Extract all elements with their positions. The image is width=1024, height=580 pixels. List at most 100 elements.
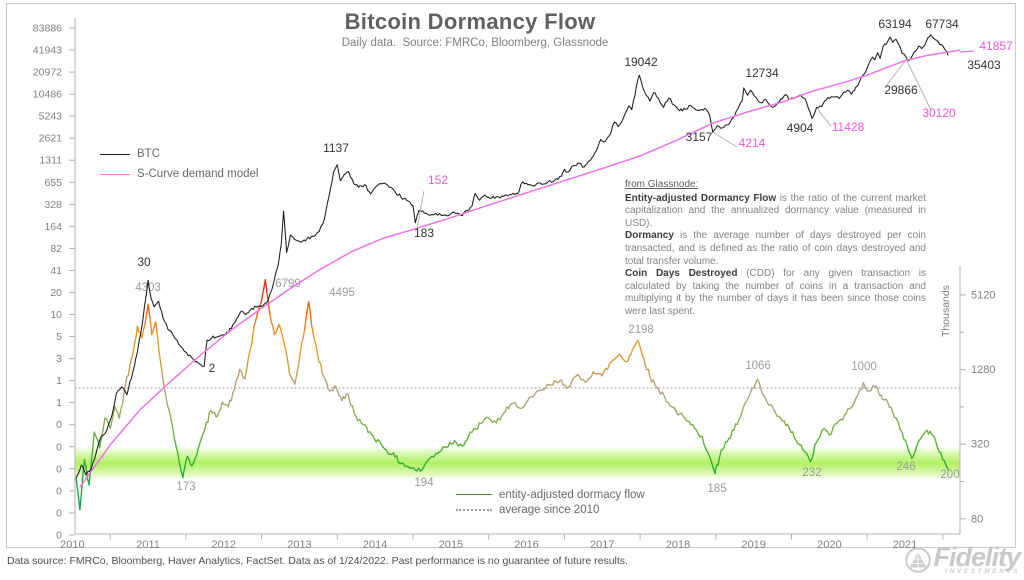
x-tick-label: 2011 [136, 539, 160, 551]
annotation-flow-246: 246 [896, 461, 915, 473]
annotation-btc-2: 2 [209, 361, 216, 375]
x-tick-label: 2019 [741, 539, 765, 551]
y-left-tick-label: 3 [56, 353, 62, 365]
annotation-flow-4495: 4495 [329, 287, 355, 299]
annotation-flow-4303: 4303 [135, 282, 161, 294]
series-layer [75, 34, 960, 511]
definition-text: is the ratio of the current market capit… [625, 192, 927, 229]
fidelity-investments-label: INVESTMENTS [945, 568, 1020, 575]
annotation-flow-232: 232 [802, 467, 821, 479]
flow-annotations: 4303 6799 4495 2198 1066 1000 173 194 185 232 246 2… [135, 278, 959, 495]
y-right-tick-label: 1280 [971, 364, 995, 376]
definition-dormancy: Dormancy is the average number of days d… [625, 230, 926, 268]
definition-text: (CDD) for any given transaction is calcu… [625, 268, 926, 317]
annotation-model-11428: 11428 [832, 120, 865, 134]
y-right-axis-title: Thousands [940, 285, 952, 337]
y-right-tick-label: 5120 [971, 290, 995, 302]
legend-item-scurve: S-Curve demand model [100, 164, 258, 184]
y-left-tick-label: 1 [56, 375, 62, 387]
annotation-model-152: 152 [428, 173, 448, 187]
y-left-tick-label: 1 [56, 397, 62, 409]
x-tick-label: 2021 [893, 539, 917, 551]
y-left-tick-label: 10486 [33, 89, 62, 101]
fidelity-pyramid-icon [905, 547, 932, 573]
chart-frame [6, 3, 1016, 548]
x-tick-label: 2010 [60, 539, 84, 551]
x-tick-label: 2014 [363, 539, 387, 551]
y-left-tick-label: 655 [44, 177, 62, 189]
model-end-dash [959, 50, 975, 53]
y-left-tick-label: 164 [44, 221, 62, 233]
y-left-tick-label: 5243 [39, 111, 63, 123]
annotation-btc-12734: 12734 [745, 66, 779, 80]
legend-price: BTC S-Curve demand model [100, 144, 258, 184]
legend-item-dormancy-flow: entity-adjusted dormacy flow [456, 487, 645, 502]
annotation-btc-67734: 67734 [925, 17, 959, 31]
term-dormancy: Dormancy [625, 230, 674, 242]
footer-disclaimer: Data source: FMRCo, Bloomberg, Haver Ana… [7, 555, 628, 567]
annotation-btc-29866: 29866 [884, 83, 918, 97]
term-cdd: Coin Days Destroyed [625, 268, 738, 280]
dormancy-flow-line [75, 279, 949, 511]
legend-label-dormancy-flow: entity-adjusted dormacy flow [499, 488, 645, 501]
y-left-tick-label: 328 [44, 199, 62, 211]
legend-item-average: average since 2010 [456, 502, 645, 517]
dormancy-flow-swatch [456, 494, 492, 495]
x-tick-label: 2016 [514, 539, 538, 551]
annotation-btc-30: 30 [137, 255, 151, 269]
annotation-btc-63194: 63194 [878, 17, 912, 31]
y-left-tick-label: 0 [56, 419, 62, 431]
btc-annotations: 30 2 1137 183 19042 3157 12734 4904 29866 35403 63… [137, 17, 1001, 375]
annotation-connectors [416, 60, 932, 230]
y-right-tick-label: 320 [971, 439, 989, 451]
average-line-swatch [456, 508, 492, 511]
glassnode-definitions-box: from Glassnode: Entity-adjusted Dormancy… [625, 179, 926, 319]
annotation-flow-1066: 1066 [745, 360, 771, 372]
annotation-model-41857: 41857 [979, 39, 1013, 53]
y-left-tick-label: 0 [56, 529, 62, 541]
x-tick-label: 2012 [212, 539, 236, 551]
y-right-tick-label: 80 [971, 513, 983, 525]
glassnode-heading: from Glassnode: [625, 179, 699, 190]
scurve-line-swatch [100, 173, 130, 175]
annotation-btc-19042: 19042 [624, 55, 658, 69]
annotation-flow-1000: 1000 [851, 361, 877, 373]
annotation-btc-4904: 4904 [787, 121, 814, 135]
annotation-flow-6799: 6799 [275, 278, 301, 290]
axes [69, 18, 966, 540]
annotation-flow-185: 185 [707, 483, 726, 495]
y-left-tick-label: 0 [56, 463, 62, 475]
term-dormancy-flow: Entity-adjusted Dormancy Flow [625, 192, 777, 204]
x-tick-label: 2015 [439, 539, 463, 551]
x-tick-label: 2013 [287, 539, 311, 551]
legend-label-average: average since 2010 [499, 503, 600, 516]
definition-dormancy-flow: Entity-adjusted Dormancy Flow is the rat… [625, 193, 926, 231]
annotation-flow-194: 194 [414, 477, 434, 489]
y-left-tick-label: 20 [50, 287, 62, 299]
y-left-tick-label: 1311 [39, 155, 62, 167]
y-left-tick-label: 41 [50, 265, 62, 277]
s-curve-line [79, 49, 960, 488]
legend-label-scurve: S-Curve demand model [137, 168, 259, 180]
y-left-tick-label: 20972 [33, 67, 62, 79]
definition-text: is the average number of days destroyed … [625, 230, 926, 267]
x-tick-label: 2018 [666, 539, 690, 551]
fidelity-wordmark: Fidelity [933, 542, 1021, 572]
annotation-flow-173: 173 [176, 481, 195, 493]
fidelity-logo: Fidelity INVESTMENTS [903, 542, 1021, 575]
chart-title: Bitcoin Dormancy Flow [344, 9, 596, 34]
annotation-btc-1137: 1137 [323, 141, 349, 155]
y-left-tick-label: 82 [50, 243, 62, 255]
annotation-flow-2198: 2198 [628, 324, 654, 336]
y-left-tick-label: 0 [56, 507, 62, 519]
annotation-btc-183: 183 [414, 226, 434, 240]
btc-line [75, 34, 949, 479]
x-tick-label: 2020 [817, 539, 841, 551]
definition-cdd: Coin Days Destroyed (CDD) for any given … [625, 268, 926, 318]
annotation-model-4214: 4214 [739, 136, 766, 150]
y-left-tick-label: 83886 [33, 23, 62, 35]
btc-line-swatch [100, 153, 130, 155]
buy-zone-band [75, 446, 960, 480]
